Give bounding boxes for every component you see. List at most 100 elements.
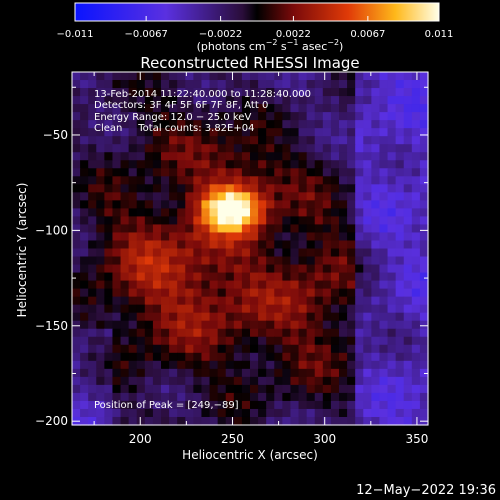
heatmap-cell [136, 80, 146, 89]
heatmap-cell [233, 256, 243, 266]
heatmap-cell [347, 232, 356, 242]
heatmap-cell [225, 104, 235, 113]
heatmap-cell [403, 240, 413, 250]
heatmap-cell [339, 224, 348, 234]
heatmap-cell [322, 344, 332, 354]
heatmap-cell [298, 184, 308, 193]
heatmap-cell [347, 392, 356, 402]
heatmap-cell [209, 352, 219, 362]
heatmap-cell [282, 376, 292, 386]
heatmap-cell [177, 360, 186, 370]
heatmap-cell [403, 96, 413, 105]
heatmap-cell [355, 80, 364, 89]
heatmap-cell [241, 240, 251, 250]
heatmap-cell [258, 240, 267, 250]
heatmap-cell [209, 416, 219, 426]
heatmap-cell [403, 304, 413, 314]
heatmap-cell [330, 168, 340, 177]
heatmap-cell [112, 344, 122, 354]
heatmap-cell [298, 152, 308, 161]
heatmap-cell [201, 224, 211, 234]
heatmap-cell [152, 272, 162, 282]
heatmap-cell [282, 232, 292, 242]
heatmap-cell [282, 248, 292, 258]
heatmap-cell [217, 168, 227, 177]
heatmap-cell [96, 224, 105, 234]
heatmap-cell [120, 264, 130, 274]
heatmap-cell [274, 104, 283, 113]
heatmap-cell [209, 248, 219, 258]
heatmap-cell [152, 184, 162, 193]
heatmap-cell [128, 264, 138, 274]
heatmap-cell [306, 328, 316, 338]
heatmap-cell [128, 136, 138, 145]
heatmap-cell [72, 256, 81, 266]
heatmap-cell [161, 232, 170, 242]
heatmap-cell [395, 344, 405, 354]
heatmap-cell [80, 88, 89, 97]
heatmap-cell [379, 312, 389, 322]
heatmap-cell [241, 384, 251, 394]
heatmap-cell [266, 248, 275, 258]
heatmap-cell [144, 248, 154, 258]
heatmap-cell [282, 360, 292, 370]
heatmap-cell [266, 200, 275, 209]
heatmap-cell [371, 296, 381, 306]
heatmap-cell [136, 360, 146, 370]
heatmap-cell [72, 264, 81, 274]
heatmap-cell [72, 88, 81, 97]
heatmap-cell [403, 272, 413, 282]
heatmap-cell [241, 216, 251, 226]
heatmap-cell [88, 336, 97, 346]
heatmap-cell [330, 112, 340, 121]
heatmap-cell [411, 208, 421, 218]
heatmap-cell [266, 80, 275, 89]
heatmap-cell [419, 88, 429, 97]
heatmap-cell [339, 288, 348, 298]
heatmap-cell [120, 368, 130, 378]
heatmap-cell [233, 376, 243, 386]
heatmap-cell [379, 248, 389, 258]
heatmap-cell [306, 264, 316, 274]
heatmap-cell [363, 400, 372, 410]
heatmap-cell [282, 112, 292, 121]
heatmap-cell [136, 256, 146, 266]
heatmap-cell [161, 320, 170, 330]
annotation-detectors: Detectors: 3F 4F 5F 6F 7F 8F, Att 0 [94, 100, 268, 111]
heatmap-cell [225, 224, 235, 234]
heatmap-cell [298, 360, 308, 370]
heatmap-cell [339, 144, 348, 153]
heatmap-cell [144, 232, 154, 242]
heatmap-cell [152, 120, 162, 129]
heatmap-cell [347, 296, 356, 306]
heatmap-cell [161, 312, 170, 322]
heatmap-cell [290, 232, 300, 242]
heatmap-cell [266, 392, 275, 402]
heatmap-cell [322, 104, 332, 113]
heatmap-cell [136, 392, 146, 402]
heatmap-cell [233, 104, 243, 113]
heatmap-cell [112, 360, 122, 370]
heatmap-cell [136, 296, 146, 306]
heatmap-cell [282, 120, 292, 129]
heatmap-cell [411, 248, 421, 258]
heatmap-cell [306, 160, 316, 169]
heatmap-cell [282, 256, 292, 266]
heatmap-cell [136, 336, 146, 346]
heatmap-cell [112, 280, 122, 290]
heatmap-cell [144, 80, 154, 89]
x-tick-label: 300 [313, 432, 336, 446]
heatmap-cell [201, 144, 211, 153]
heatmap-cell [72, 176, 81, 185]
heatmap-cell [72, 352, 81, 362]
heatmap-cell [241, 160, 251, 169]
heatmap-cell [233, 128, 243, 137]
heatmap-cell [298, 128, 308, 137]
heatmap-cell [330, 216, 340, 226]
heatmap-cell [379, 344, 389, 354]
heatmap-cell [314, 336, 324, 346]
heatmap-cell [330, 104, 340, 113]
heatmap-cell [120, 384, 130, 394]
heatmap-cell [144, 352, 154, 362]
heatmap-cell [177, 344, 186, 354]
